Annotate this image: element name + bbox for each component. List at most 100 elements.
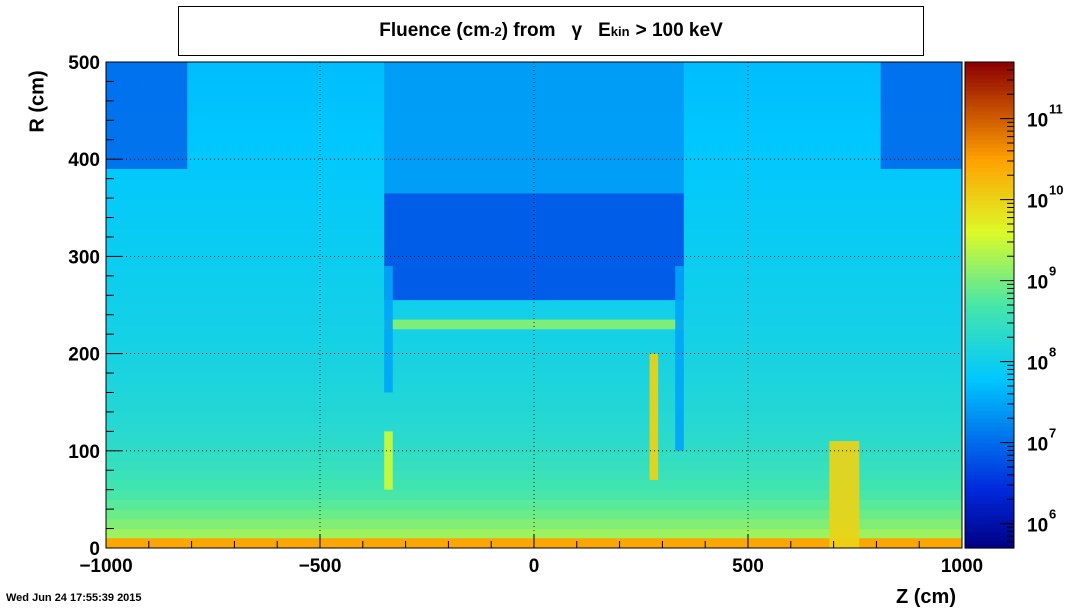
colorbar-step — [965, 434, 1014, 440]
colorbar-step — [965, 151, 1014, 156]
x-axis-ticks: −1000 −500 0 500 1000 — [79, 534, 983, 577]
colorbar-step — [965, 284, 1014, 290]
colorbar-step — [965, 471, 1014, 476]
colorbar-step — [965, 414, 1014, 419]
colorbar-step — [965, 454, 1014, 460]
heatmap-band — [106, 431, 962, 442]
colorbar-step — [965, 228, 1014, 233]
colorbar-step — [965, 179, 1014, 185]
colorbar-step — [965, 507, 1014, 513]
heatmap-band — [106, 295, 962, 306]
colorbar-label: 10 — [1027, 354, 1048, 375]
colorbar-step — [965, 106, 1014, 112]
colorbar-label-exponent: 8 — [1049, 345, 1056, 360]
colorbar-step — [965, 539, 1014, 545]
y-axis-ticks: 0 100 200 300 400 500 — [68, 53, 122, 560]
colorbar-step — [965, 511, 1014, 517]
colorbar-step — [965, 523, 1014, 529]
colorbar-step — [965, 373, 1014, 379]
colorbar-label-exponent: 10 — [1049, 183, 1063, 198]
colorbar-step — [965, 244, 1014, 249]
colorbar-step — [965, 410, 1014, 415]
colorbar-step — [965, 268, 1014, 274]
colorbar-step — [965, 535, 1014, 541]
heatmap-band — [106, 334, 962, 345]
colorbar-step — [965, 483, 1014, 488]
colorbar-step — [965, 272, 1014, 278]
colorbar-step — [965, 288, 1014, 294]
colorbar-step — [965, 86, 1014, 91]
colorbar-step — [965, 309, 1014, 314]
colorbar-step — [965, 450, 1014, 456]
colorbar-step — [965, 203, 1014, 209]
colorbar-step — [965, 531, 1014, 537]
colorbar-step — [965, 130, 1014, 136]
y-axis-title: R (cm) — [26, 70, 49, 133]
colorbar-step — [965, 195, 1014, 201]
colorbar-step — [965, 114, 1014, 120]
colorbar-step — [965, 329, 1014, 334]
colorbar-step — [965, 325, 1014, 330]
heatmap-band — [106, 518, 962, 530]
title-prefix: Fluence (cm — [379, 20, 491, 41]
colorbar-step — [965, 82, 1014, 87]
y-tick-label: 300 — [68, 247, 100, 268]
colorbar-step — [965, 398, 1014, 403]
heatmap-band — [106, 479, 962, 491]
colorbar-step — [965, 361, 1014, 367]
heatmap-band — [106, 450, 962, 462]
colorbar-step — [965, 134, 1014, 140]
title-suffix: > 100 keV — [635, 20, 723, 41]
colorbar-step — [965, 337, 1014, 343]
colorbar-step — [965, 94, 1014, 100]
colorbar-label: 10 — [1027, 192, 1048, 213]
colorbar-step — [965, 446, 1014, 452]
colorbar-step — [965, 78, 1014, 83]
colorbar-step — [965, 219, 1014, 225]
colorbar-step — [965, 462, 1014, 468]
colorbar-step — [965, 377, 1014, 383]
colorbar-step — [965, 519, 1014, 525]
heatmap-band — [106, 324, 962, 335]
colorbar-label: 10 — [1027, 516, 1048, 537]
x-axis-title: Z (cm) — [896, 586, 956, 608]
heatmap-region — [384, 319, 684, 330]
colorbar-step — [965, 207, 1014, 213]
colorbar-step — [965, 406, 1014, 411]
colorbar-step — [965, 126, 1014, 132]
colorbar-step — [965, 155, 1014, 160]
colorbar-label-exponent: 9 — [1049, 264, 1056, 279]
colorbar-step — [965, 163, 1014, 168]
colorbar-step — [965, 341, 1014, 347]
colorbar-step — [965, 167, 1014, 172]
title-particle: γ — [571, 20, 583, 41]
colorbar-step — [965, 418, 1014, 424]
title-energy-symbol: E — [598, 20, 611, 41]
colorbar-label-exponent: 7 — [1049, 426, 1056, 441]
y-tick-label: 100 — [68, 442, 100, 463]
colorbar-label-exponent: 6 — [1049, 507, 1056, 522]
colorbar-step — [965, 499, 1014, 505]
heatmap-band — [106, 392, 962, 403]
colorbar-label: 10 — [1027, 111, 1048, 132]
colorbar-step — [965, 381, 1014, 387]
colorbar-step — [965, 426, 1014, 432]
colorbar-step — [965, 171, 1014, 176]
colorbar-step — [965, 475, 1014, 480]
colorbar-step — [965, 147, 1014, 152]
colorbar-step — [965, 62, 1014, 67]
colorbar-step — [965, 345, 1014, 351]
colorbar-step — [965, 236, 1014, 241]
colorbar-step — [965, 183, 1014, 189]
colorbar-step — [965, 252, 1014, 257]
x-tick-label: 500 — [732, 556, 764, 577]
colorbar-step — [965, 175, 1014, 181]
colorbar-step — [965, 430, 1014, 436]
colorbar-step — [965, 90, 1014, 95]
colorbar-step — [965, 369, 1014, 375]
colorbar-step — [965, 390, 1014, 395]
colorbar-step — [965, 118, 1014, 124]
colorbar-step — [965, 458, 1014, 464]
